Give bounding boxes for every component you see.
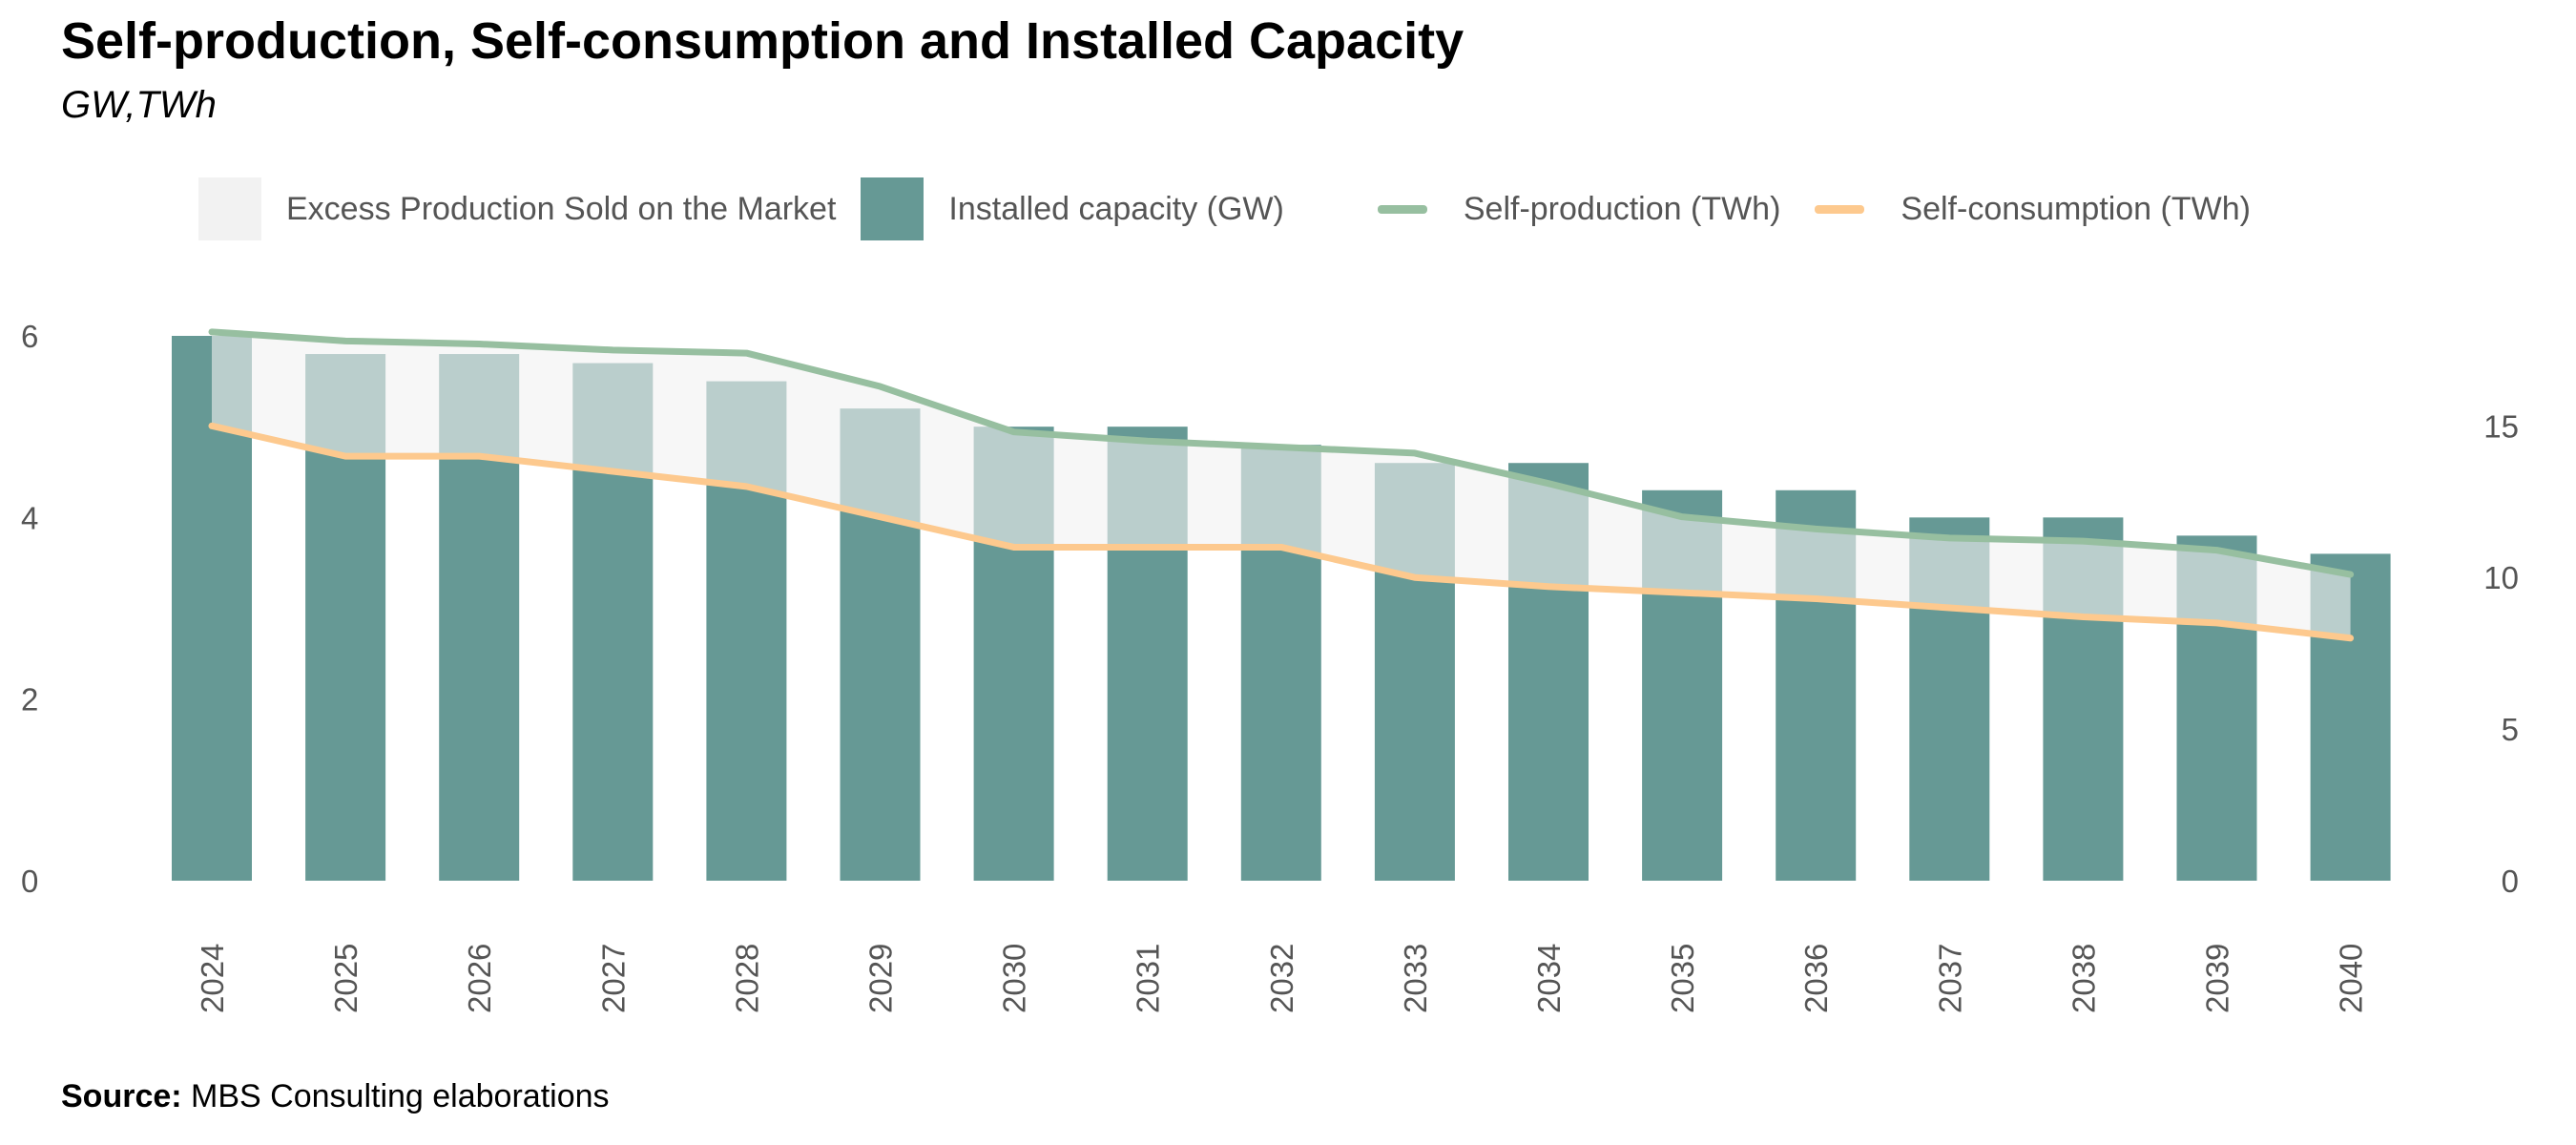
x-axis-label-2028: 2028 [729,944,764,1013]
source-label: Source: [61,1078,182,1114]
legend-item-self-production: Self-production (TWh) [1377,190,1816,228]
self-consumption-line [208,422,2355,642]
x-axis-label-2024: 2024 [195,944,230,1013]
x-axis-label-2038: 2038 [2066,944,2101,1013]
legend-swatch-self-production [1377,204,1427,214]
x-axis-label-2039: 2039 [2200,944,2235,1013]
x-axis-label-2036: 2036 [1798,944,1834,1013]
x-axis-label-2025: 2025 [328,944,364,1013]
legend-item-capacity: Installed capacity (GW) [861,177,1377,240]
x-axis-label-2037: 2037 [1932,944,1967,1013]
excess-production-area [212,331,2351,638]
x-axis-label-2040: 2040 [2334,944,2369,1013]
x-axis-label-2030: 2030 [997,944,1032,1013]
x-axis-label-2032: 2032 [1264,944,1299,1013]
x-axis-label-2026: 2026 [462,944,497,1013]
left-axis-tick-2: 2 [21,682,38,718]
chart-title: Self-production, Self-consumption and In… [61,12,1465,70]
x-axis-label-2033: 2033 [1398,944,1433,1013]
x-axis-label-2029: 2029 [863,944,899,1013]
legend-item-self-consumption: Self-consumption (TWh) [1815,191,2251,228]
legend: Excess Production Sold on the Market Ins… [198,176,2251,242]
legend-label-capacity: Installed capacity (GW) [948,190,1284,227]
legend-label-excess: Excess Production Sold on the Market [286,190,837,227]
left-axis-tick-0: 0 [21,864,38,899]
right-axis-tick-5: 5 [2502,712,2519,747]
source-note: Source: MBS Consulting elaborations [61,1078,610,1115]
self-production-line [208,328,2355,578]
right-axis-tick-10: 10 [2483,560,2519,595]
x-axis-label-2027: 2027 [595,944,631,1013]
legend-swatch-capacity [861,177,924,240]
left-axis-tick-6: 6 [21,319,38,354]
legend-swatch-self-consumption [1815,204,1865,214]
right-axis-tick-15: 15 [2483,408,2519,444]
legend-swatch-excess [198,177,261,240]
x-axis-label-2035: 2035 [1665,944,1700,1013]
legend-label-self-production: Self-production (TWh) [1463,190,1781,227]
right-axis-tick-0: 0 [2502,864,2519,899]
source-text: MBS Consulting elaborations [191,1078,610,1114]
x-axis-label-2031: 2031 [1131,944,1166,1013]
left-axis-tick-4: 4 [21,500,38,535]
x-axis-label-2034: 2034 [1531,944,1567,1013]
chart-subtitle: GW,TWh [61,84,217,126]
legend-item-excess: Excess Production Sold on the Market [198,177,861,240]
legend-label-self-consumption: Self-consumption (TWh) [1901,190,2251,227]
